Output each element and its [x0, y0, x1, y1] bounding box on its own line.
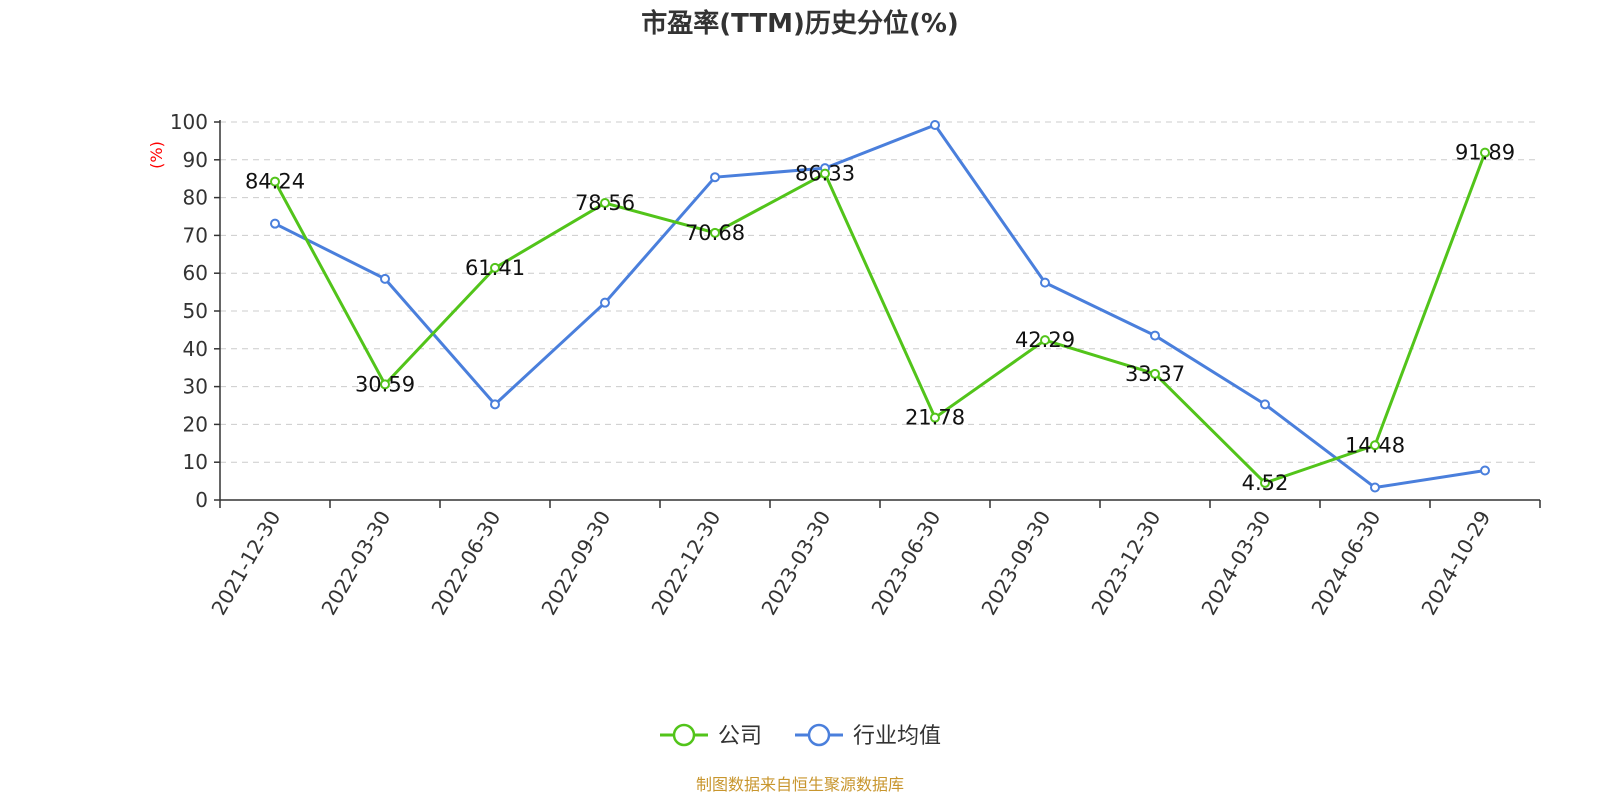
x-tick-label: 2022-06-30	[426, 507, 505, 620]
data-label: 30.59	[355, 372, 415, 396]
data-label: 33.37	[1125, 362, 1185, 386]
data-labels: 84.24 30.59 61.41 78.56 70.68 86.33 21.78 42.29…	[245, 141, 1515, 495]
y-axis-unit-label: (%)	[147, 141, 166, 169]
data-label: 61.41	[465, 256, 525, 280]
legend-label: 公司	[718, 724, 762, 749]
data-label: 91.89	[1455, 141, 1515, 165]
y-tick-label: 80	[183, 186, 208, 210]
data-point	[380, 379, 390, 390]
series-line	[273, 152, 1487, 485]
legend-marker	[672, 723, 696, 747]
data-point	[270, 218, 280, 229]
y-tick-label: 0	[195, 488, 208, 512]
data-point	[1150, 330, 1160, 341]
x-tick-label: 2023-06-30	[866, 507, 945, 620]
x-tick-label: 2024-06-30	[1306, 507, 1385, 620]
data-point	[930, 412, 940, 423]
chart-title: 市盈率(TTM)历史分位(%)	[641, 8, 959, 39]
y-tick-label: 70	[183, 223, 208, 247]
series-lines	[270, 120, 1490, 493]
legend-label: 行业均值	[853, 724, 941, 749]
y-tick-label: 40	[183, 337, 208, 361]
legend-item[interactable]: 行业均值	[795, 723, 941, 749]
data-label: 78.56	[575, 191, 635, 215]
data-point	[1370, 482, 1380, 493]
data-point	[270, 176, 280, 187]
x-tick-label: 2022-03-30	[316, 507, 395, 620]
data-point	[380, 273, 390, 284]
grid-lines	[220, 121, 1540, 463]
x-tick-label: 2024-10-29	[1416, 507, 1495, 620]
data-label: 42.29	[1015, 328, 1075, 352]
y-tick-label: 90	[183, 148, 208, 172]
data-label: 84.24	[245, 170, 305, 194]
data-point	[710, 227, 720, 238]
data-point	[1260, 477, 1270, 488]
data-point	[930, 120, 940, 131]
x-tick-label: 2023-09-30	[976, 507, 1055, 620]
data-point	[710, 172, 720, 183]
data-point	[820, 168, 830, 179]
x-tick-label: 2022-12-30	[646, 507, 725, 620]
x-tick-label: 2023-12-30	[1086, 507, 1165, 620]
data-label: 21.78	[905, 406, 965, 430]
x-tick-label: 2023-03-30	[756, 507, 835, 620]
x-tick-label: 2021-12-30	[206, 507, 285, 620]
data-point	[1150, 368, 1160, 379]
x-tick-label: 2022-09-30	[536, 507, 615, 620]
y-tick-label: 30	[183, 375, 208, 399]
legend-item[interactable]: 公司	[660, 723, 762, 749]
data-point	[1040, 335, 1050, 346]
source-note: 制图数据来自恒生聚源数据库	[696, 775, 904, 794]
y-tick-label: 50	[183, 299, 208, 323]
y-tick-label: 100	[170, 110, 208, 134]
series-line	[274, 123, 1486, 490]
data-point	[1040, 277, 1050, 288]
data-point	[490, 399, 500, 410]
x-tick-label: 2024-03-30	[1196, 507, 1275, 620]
legend: 公司 行业均值	[660, 723, 941, 749]
data-point	[1370, 440, 1380, 451]
data-point	[490, 262, 500, 273]
data-point	[600, 198, 610, 209]
y-tick-label: 20	[183, 412, 208, 436]
data-label: 70.68	[685, 221, 745, 245]
legend-marker	[807, 723, 831, 747]
y-tick-label: 10	[183, 450, 208, 474]
data-point	[1480, 465, 1490, 476]
data-point	[1260, 399, 1270, 410]
data-point	[600, 297, 610, 308]
data-label: 4.52	[1242, 471, 1289, 495]
y-tick-label: 60	[183, 261, 208, 285]
data-point	[1480, 147, 1490, 158]
data-label: 14.48	[1345, 433, 1405, 457]
data-label: 86.33	[795, 162, 855, 186]
